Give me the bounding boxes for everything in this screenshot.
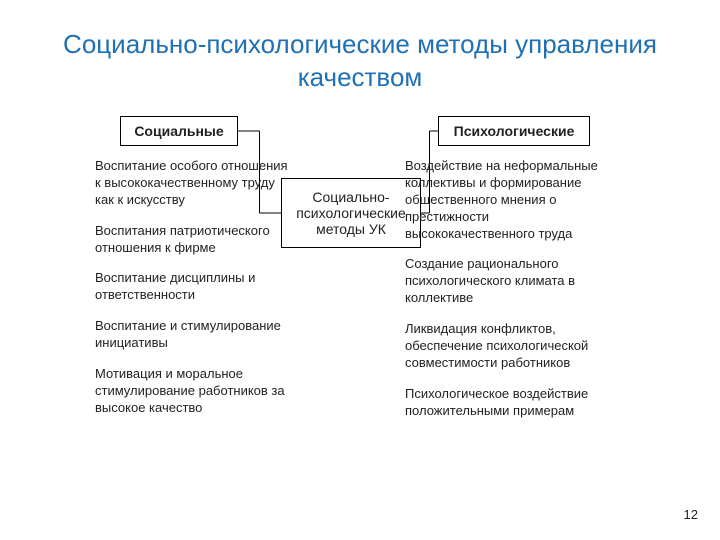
left-column-item: Воспитание особого отношения к высококач…	[95, 158, 290, 209]
left-column: Воспитание особого отношения к высококач…	[95, 158, 290, 431]
box-social: Социальные	[120, 116, 238, 146]
left-column-item: Воспитание дисциплины и ответственности	[95, 270, 290, 304]
box-center-methods: Социально-психологические методы УК	[281, 178, 421, 248]
right-column-item: Создание рационального психологического …	[405, 256, 600, 307]
right-column-item: Психологическое воздействие положительны…	[405, 386, 600, 420]
left-column-item: Воспитания патриотического отношения к ф…	[95, 223, 290, 257]
right-column-item: Ликвидация конфликтов, обеспечение психо…	[405, 321, 600, 372]
right-column-item: Воздействие на неформальные коллективы и…	[405, 158, 600, 242]
page-title: Социально-психологические методы управле…	[0, 28, 720, 93]
page-number: 12	[684, 507, 698, 522]
slide: Социально-психологические методы управле…	[0, 0, 720, 540]
left-column-item: Воспитание и стимулирование инициативы	[95, 318, 290, 352]
left-column-item: Мотивация и моральное стимулирование раб…	[95, 366, 290, 417]
box-psychological: Психологические	[438, 116, 590, 146]
right-column: Воздействие на неформальные коллективы и…	[405, 158, 600, 434]
